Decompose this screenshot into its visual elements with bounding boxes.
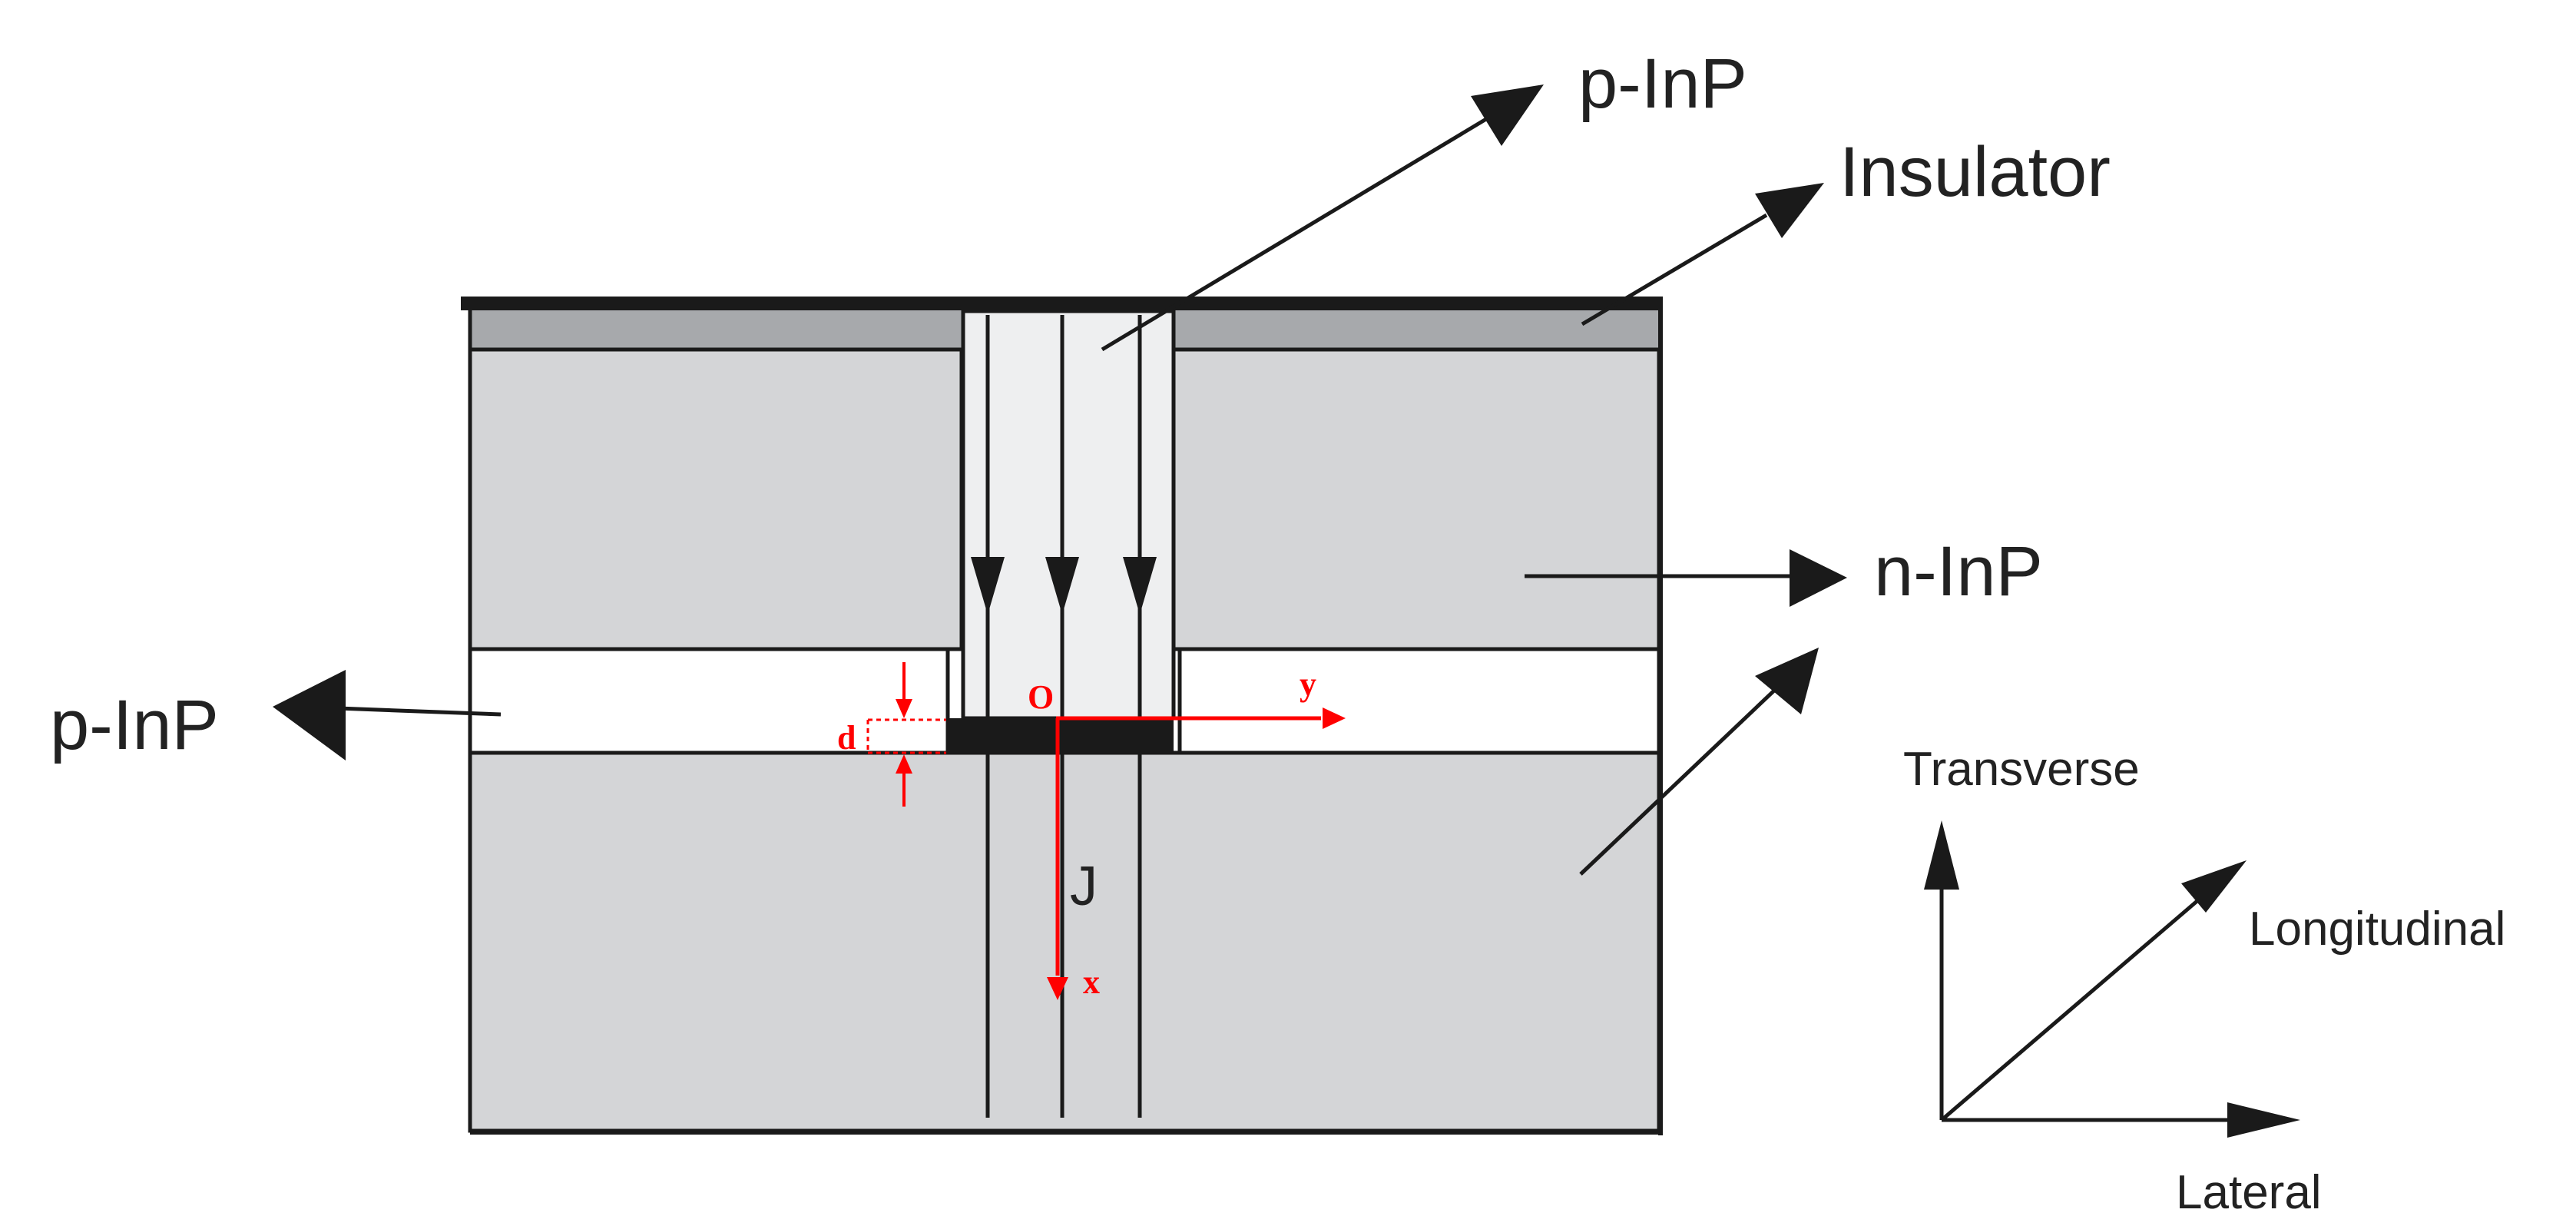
thickness-arrow-top-head: [896, 699, 912, 718]
pointer-n-inp-lower: [1579, 674, 1791, 876]
y-axis-arrowhead: [1323, 707, 1346, 729]
coordinate-annotations: [866, 662, 1346, 1000]
pointer-n-inp-head: [1790, 549, 1847, 607]
top-contact-bar: [461, 297, 1662, 310]
insulator-strip-left: [468, 305, 965, 352]
legend-transverse-arrowhead: [1924, 820, 1959, 890]
legend-longitudinal-axis: [1940, 893, 2206, 1122]
device-body: [461, 297, 1663, 1135]
pointer-p-inp-top-head: [1471, 84, 1544, 146]
pointer-p-inp-left-head: [273, 670, 346, 760]
label-current-j: J: [1070, 856, 1098, 917]
p-inp-layer-right: [1177, 647, 1661, 755]
legend-lateral-label: Lateral: [2176, 1166, 2322, 1219]
legend-longitudinal-label: Longitudinal: [2249, 903, 2505, 956]
x-axis-arrowhead: [1047, 977, 1068, 1000]
n-inp-lower-region: [468, 751, 1661, 1133]
active-region: [946, 718, 1174, 753]
pointer-p-inp-top: [1101, 117, 1488, 352]
pointer-n-inp-lower-head: [1755, 648, 1819, 714]
label-insulator: Insulator: [1839, 133, 2111, 211]
label-x-axis: x: [1083, 963, 1100, 1001]
current-arrowhead-2: [1045, 557, 1079, 615]
label-y-axis: y: [1300, 665, 1316, 703]
current-arrowhead-1: [971, 557, 1005, 615]
current-direction-arrowheads: [971, 557, 1157, 615]
n-inp-upper-right-block: [1171, 347, 1661, 651]
pointer-p-inp-left: [337, 706, 502, 717]
thickness-arrow-bottom-head: [896, 754, 912, 774]
legend-transverse-label: Transverse: [1903, 743, 2140, 796]
legend-lateral-arrowhead: [2227, 1102, 2300, 1138]
direction-legend: Transverse Longitudinal Lateral: [1903, 743, 2505, 1219]
current-arrowhead-3: [1123, 557, 1157, 615]
pointer-insulator: [1581, 213, 1768, 326]
n-inp-upper-left-block: [468, 347, 964, 651]
label-p-inp-left: p-InP: [50, 686, 219, 764]
pointer-insulator-head: [1755, 183, 1824, 238]
label-n-inp: n-InP: [1874, 532, 2043, 611]
label-thickness-d: d: [837, 719, 856, 757]
pointer-arrows: [273, 84, 1847, 876]
p-inp-layer-left: [468, 647, 950, 755]
label-origin-o: O: [1028, 678, 1054, 716]
insulator-strip-right: [1171, 305, 1663, 352]
p-inp-channel: [961, 309, 1176, 721]
legend-longitudinal-arrowhead: [2181, 860, 2247, 913]
label-p-inp-top: p-InP: [1578, 45, 1747, 123]
